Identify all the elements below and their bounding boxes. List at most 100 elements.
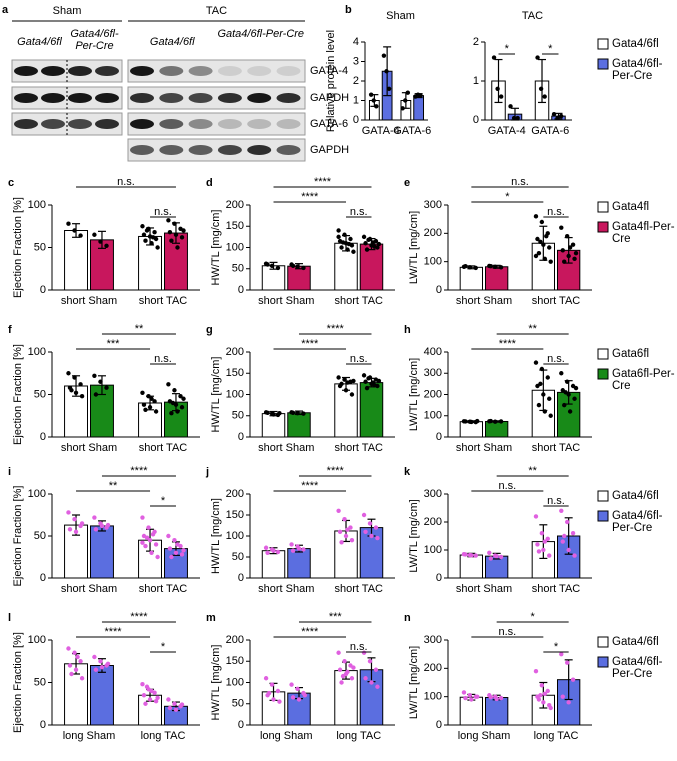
- data-point: [533, 214, 539, 219]
- legend-label: Gata4/6fl: [612, 636, 659, 648]
- data-point: [560, 694, 565, 699]
- data-point: [567, 409, 573, 414]
- significance-label: *: [161, 641, 166, 653]
- legend-label: Gata6fl-Per-Cre: [612, 368, 675, 392]
- data-point: [572, 396, 577, 401]
- data-point: [572, 256, 577, 262]
- x-tick-label: short Sham: [61, 442, 117, 454]
- legend-swatch: [597, 636, 609, 648]
- data-point: [545, 375, 550, 380]
- y-axis-label: LW/TL [mg/cm]: [408, 358, 420, 431]
- data-point: [515, 115, 520, 121]
- data-point: [542, 691, 548, 697]
- data-point: [173, 550, 179, 555]
- data-point: [475, 694, 480, 699]
- bar: [485, 420, 509, 438]
- data-point: [363, 676, 368, 681]
- bar: [459, 554, 483, 579]
- data-point: [269, 682, 275, 687]
- data-point: [72, 375, 77, 380]
- legend-label: Gata4/6fl-Per-Cre: [612, 510, 663, 534]
- data-point: [538, 239, 543, 245]
- significance-label: n.s.: [350, 206, 368, 218]
- data-point: [364, 385, 370, 391]
- data-point: [570, 531, 576, 536]
- x-tick-label: short TAC: [335, 442, 384, 454]
- data-point: [498, 695, 504, 701]
- blot-band: [159, 119, 184, 129]
- data-point: [179, 405, 185, 410]
- data-point: [73, 529, 79, 534]
- data-point: [295, 686, 300, 692]
- data-point: [93, 667, 99, 672]
- significance-label: *: [161, 495, 166, 507]
- data-point: [266, 690, 272, 696]
- panel-letter: b: [345, 4, 352, 16]
- data-point: [349, 676, 355, 681]
- panel-letter: e: [404, 177, 410, 189]
- y-tick-label: 50: [34, 241, 46, 253]
- y-tick-label: 100: [226, 241, 244, 253]
- panel-letter: k: [404, 466, 411, 478]
- data-point: [367, 521, 373, 526]
- data-point: [290, 263, 296, 268]
- significance-label: n.s.: [498, 480, 516, 492]
- data-point: [488, 556, 493, 561]
- y-tick-label: 0: [238, 719, 244, 731]
- bar: [287, 265, 311, 291]
- blot-band: [217, 66, 242, 76]
- y-tick-label: 3: [353, 55, 359, 67]
- y-axis-label: Ejection Fraction [%]: [12, 486, 24, 587]
- blot-band: [130, 66, 154, 76]
- data-point: [92, 232, 97, 237]
- data-point: [290, 695, 296, 700]
- data-point: [463, 419, 468, 424]
- blot-strip: [127, 59, 306, 83]
- x-tick-label: short TAC: [532, 295, 581, 307]
- data-point: [336, 650, 341, 655]
- y-tick-label: 1: [473, 75, 479, 87]
- data-point: [361, 512, 367, 518]
- data-point: [376, 241, 382, 247]
- y-tick-label: 2: [353, 75, 359, 87]
- data-point: [564, 379, 570, 384]
- data-point: [92, 654, 97, 660]
- data-point: [498, 94, 504, 99]
- y-axis-label: Ejection Fraction [%]: [12, 197, 24, 298]
- data-point: [78, 382, 83, 387]
- row-label: GAPDH: [310, 144, 349, 156]
- y-tick-label: 0: [238, 431, 244, 443]
- data-point: [141, 693, 147, 698]
- data-point: [140, 515, 145, 520]
- y-tick-label: 100: [424, 256, 442, 268]
- data-point: [573, 250, 579, 256]
- data-point: [144, 684, 150, 689]
- data-point: [346, 241, 352, 247]
- data-point: [152, 230, 157, 235]
- legend-label: Gata4fl: [612, 201, 650, 213]
- chart-title: TAC: [522, 10, 543, 22]
- y-axis-label: HW/TL [mg/cm]: [210, 210, 222, 286]
- data-point: [275, 549, 281, 555]
- data-point: [570, 677, 576, 682]
- y-tick-label: 50: [34, 676, 46, 688]
- y-tick-label: 0: [40, 284, 46, 296]
- data-point: [467, 265, 473, 270]
- y-tick-label: 200: [226, 634, 244, 646]
- blot-band: [247, 66, 272, 76]
- data-point: [345, 247, 350, 252]
- y-tick-label: 50: [34, 388, 46, 400]
- blot-band: [14, 93, 38, 103]
- data-point: [67, 663, 73, 668]
- data-point: [542, 539, 548, 544]
- data-point: [263, 676, 269, 681]
- blot-band: [276, 145, 301, 155]
- y-tick-label: 50: [232, 263, 244, 275]
- data-point: [343, 388, 349, 393]
- data-point: [150, 532, 156, 537]
- blot-strip: [127, 112, 306, 136]
- y-tick-label: 1: [353, 94, 359, 106]
- blot-band: [247, 145, 272, 155]
- blot-band: [68, 66, 92, 76]
- legend-swatch: [597, 201, 609, 213]
